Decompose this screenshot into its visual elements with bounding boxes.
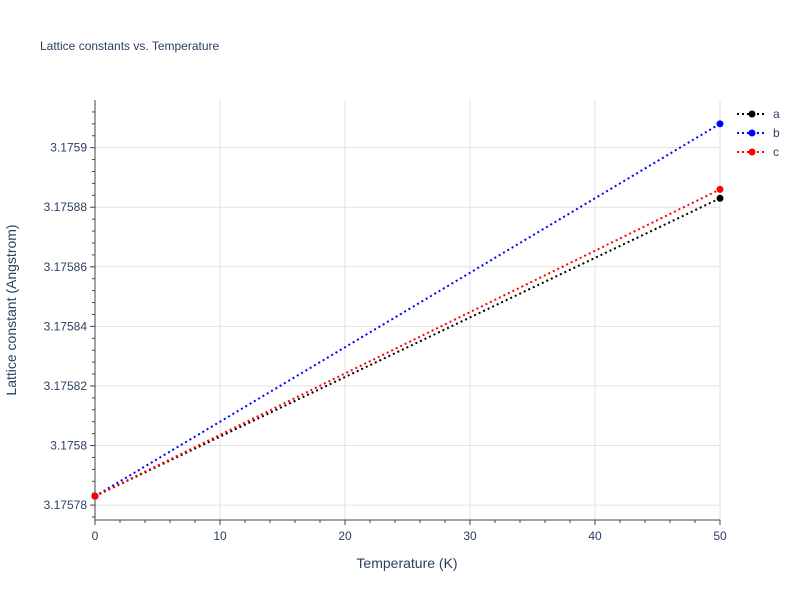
series-line-b bbox=[94, 122, 721, 498]
data-point-b bbox=[716, 120, 724, 128]
legend-label-c: c bbox=[773, 145, 779, 159]
series-group bbox=[91, 120, 724, 500]
legend-label-b: b bbox=[773, 126, 780, 140]
y-tick-label: 3.17586 bbox=[44, 260, 88, 274]
y-axis-title: Lattice constant (Angstrom) bbox=[3, 224, 19, 395]
legend-marker-c bbox=[748, 148, 756, 156]
data-point-a bbox=[716, 194, 724, 202]
x-axis-title: Temperature (K) bbox=[356, 555, 457, 571]
series-line-a bbox=[94, 197, 721, 498]
data-point-c bbox=[91, 492, 99, 500]
x-tick-label: 10 bbox=[213, 529, 227, 543]
x-tick-label: 40 bbox=[588, 529, 602, 543]
y-tick-label: 3.17588 bbox=[44, 200, 88, 214]
series-line-c bbox=[94, 188, 721, 498]
legend-label-a: a bbox=[773, 107, 780, 121]
data-point-c bbox=[716, 185, 724, 193]
chart-title: Lattice constants vs. Temperature bbox=[40, 39, 220, 53]
x-tick-label: 0 bbox=[92, 529, 99, 543]
y-tick-label: 3.17584 bbox=[44, 319, 88, 333]
legend: abc bbox=[737, 107, 780, 159]
x-tick-label: 30 bbox=[463, 529, 477, 543]
x-tick-label: 50 bbox=[713, 529, 727, 543]
y-tick-label: 3.17582 bbox=[44, 379, 88, 393]
axes: 0 10 20 30 40 50 3.17578 3.1758 3.17582 3.17584 3.… bbox=[44, 100, 727, 543]
x-tick-label: 20 bbox=[338, 529, 352, 543]
legend-marker-a bbox=[748, 110, 756, 118]
y-tick-label: 3.1758 bbox=[50, 439, 87, 453]
y-tick-label: 3.1759 bbox=[50, 141, 87, 155]
legend-marker-b bbox=[748, 129, 756, 137]
y-tick-label: 3.17578 bbox=[44, 498, 88, 512]
